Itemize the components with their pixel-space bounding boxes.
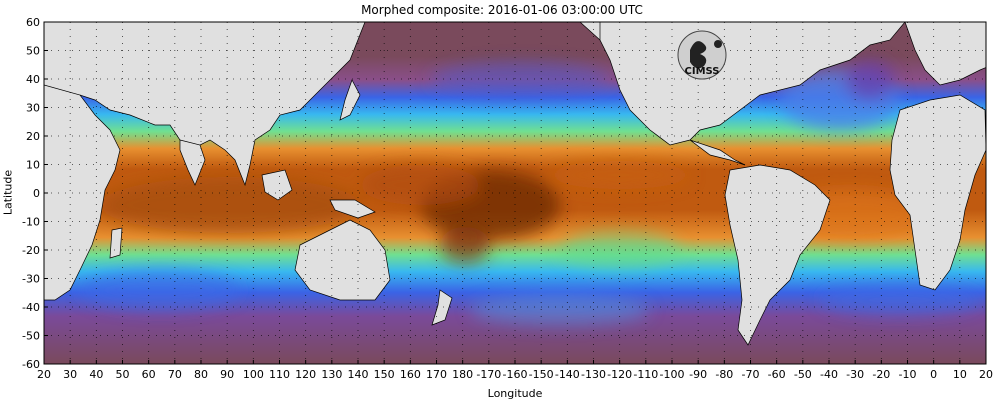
longitude-tick-label: -70: [742, 368, 760, 381]
longitude-ticks: 20 30 40 50 60 70 80 90 100 110 120 130 140 150 160 170…: [37, 360, 993, 381]
latitude-tick-label: -50: [22, 330, 40, 343]
south-america: [724, 164, 831, 346]
logo-text: CIMSS: [685, 66, 720, 77]
longitude-tick-label: 100: [243, 368, 264, 381]
new-zealand: [431, 289, 453, 326]
graticule: [44, 22, 986, 364]
latitude-tick-label: 60: [26, 16, 40, 29]
longitude-tick-label: -170: [476, 368, 501, 381]
longitude-tick-label: -20: [872, 368, 890, 381]
longitude-tick-label: -120: [607, 368, 632, 381]
latitude-ticks: 60 50 40 30 20 10 0 -10 -20 -30 -40 -50 -60: [22, 16, 48, 371]
australia: [294, 219, 391, 301]
latitude-tick-label: 40: [26, 73, 40, 86]
madagascar: [109, 227, 123, 259]
longitude-tick-label: 140: [348, 368, 369, 381]
longitude-tick-label: -160: [503, 368, 528, 381]
map-title: Morphed composite: 2016-01-06 03:00:00 U…: [361, 3, 643, 17]
borneo: [261, 169, 293, 201]
north-america: [599, 22, 906, 146]
latitude-tick-label: 10: [26, 159, 40, 172]
longitude-tick-label: 60: [142, 368, 156, 381]
longitude-tick-label: -80: [715, 368, 733, 381]
longitude-tick-label: -30: [846, 368, 864, 381]
longitude-tick-label: -40: [820, 368, 838, 381]
india: [179, 139, 206, 186]
latitude-tick-label: -30: [22, 273, 40, 286]
longitude-tick-label: 150: [374, 368, 395, 381]
africa-east: [889, 94, 986, 291]
latitude-tick-label: 50: [26, 45, 40, 58]
longitude-tick-label: 180: [452, 368, 473, 381]
central-america: [689, 139, 746, 166]
longitude-tick-label: 20: [37, 368, 51, 381]
longitude-tick-label: 90: [220, 368, 234, 381]
greenland-europe: [904, 22, 986, 86]
longitude-tick-label: -140: [555, 368, 580, 381]
moisture-features: [80, 60, 980, 325]
longitude-tick-label: 20: [979, 368, 993, 381]
cimss-logo: CIMSS: [677, 30, 727, 80]
longitude-tick-label: -60: [768, 368, 786, 381]
eurasia: [44, 22, 986, 187]
latitude-tick-label: 30: [26, 102, 40, 115]
longitude-tick-label: -110: [633, 368, 658, 381]
longitude-tick-label: -90: [689, 368, 707, 381]
longitude-tick-label: 40: [89, 368, 103, 381]
longitude-tick-label: 0: [930, 368, 937, 381]
longitude-tick-label: 160: [400, 368, 421, 381]
longitude-tick-label: -50: [794, 368, 812, 381]
longitude-tick-label: 10: [953, 368, 967, 381]
latitude-tick-label: -20: [22, 244, 40, 257]
longitude-tick-label: 50: [116, 368, 130, 381]
longitude-tick-label: 80: [194, 368, 208, 381]
land-masses: [44, 22, 986, 346]
latitude-tick-label: -10: [22, 216, 40, 229]
latitude-tick-label: -60: [22, 358, 40, 371]
latitude-tick-label: 0: [33, 187, 40, 200]
longitude-tick-label: 110: [269, 368, 290, 381]
longitude-tick-label: -100: [660, 368, 685, 381]
longitude-tick-label: -10: [899, 368, 917, 381]
x-axis-label: Longitude: [487, 387, 543, 400]
japan: [339, 79, 361, 121]
africa: [44, 84, 121, 301]
longitude-tick-label: 120: [295, 368, 316, 381]
longitude-tick-label: -130: [581, 368, 606, 381]
longitude-tick-label: 130: [321, 368, 342, 381]
longitude-tick-label: 170: [426, 368, 447, 381]
latitude-tick-label: 20: [26, 130, 40, 143]
new-guinea: [329, 199, 376, 219]
longitude-tick-label: 30: [63, 368, 77, 381]
latitude-tick-label: -40: [22, 301, 40, 314]
plot-area: CIMSS: [44, 22, 986, 364]
longitude-tick-label: 70: [168, 368, 182, 381]
longitude-tick-label: -150: [529, 368, 554, 381]
